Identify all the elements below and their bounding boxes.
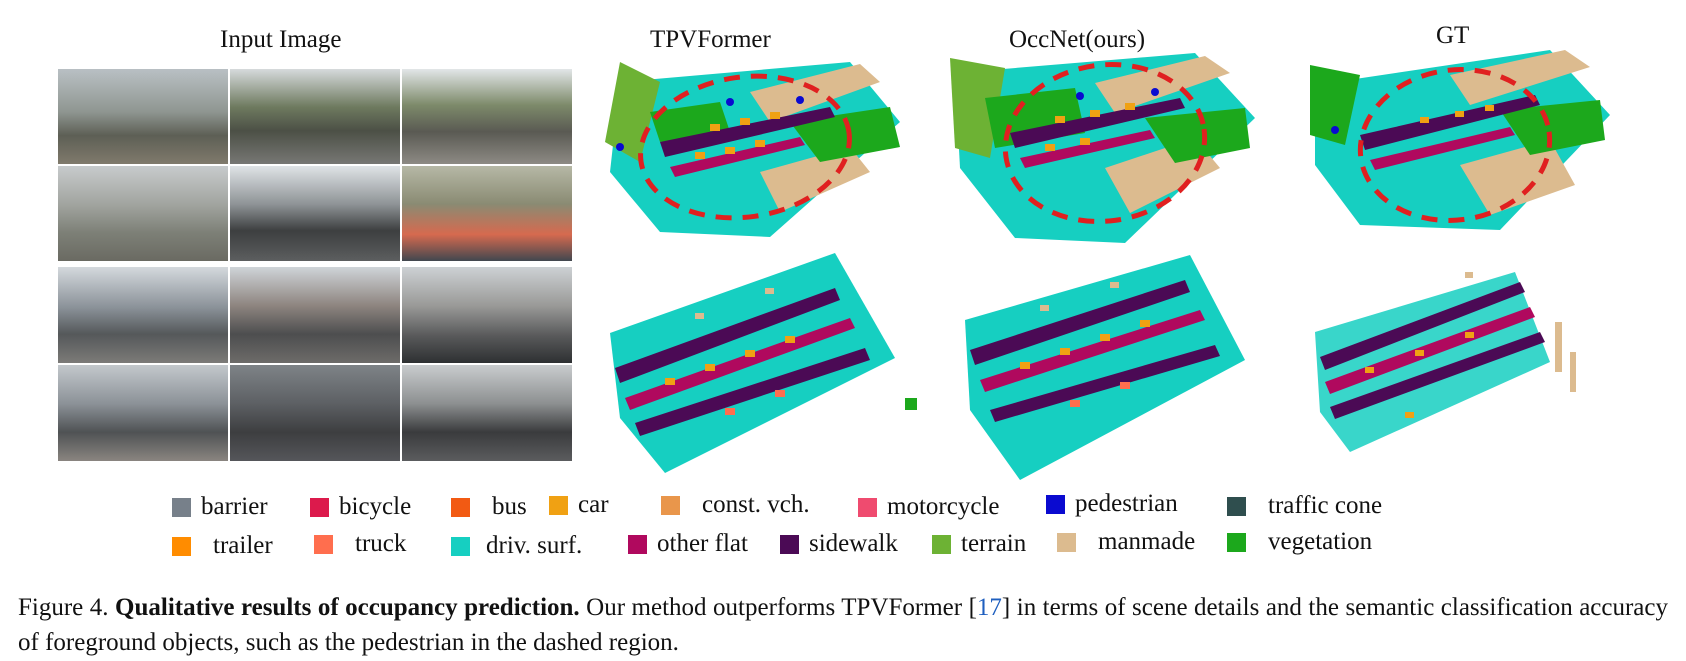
camera-image: [230, 267, 400, 363]
legend-label: vegetation: [1268, 528, 1373, 555]
legend-swatch: [628, 534, 647, 554]
legend-swatch: [932, 534, 951, 554]
gt-title: GT: [1436, 22, 1470, 49]
camera-image: [230, 166, 400, 261]
legend-item: trailer: [172, 532, 273, 560]
tpvformer-title: TPVFormer: [650, 26, 771, 53]
legend-item: traffic cone: [1227, 492, 1382, 520]
legend-swatch: [310, 497, 329, 517]
legend-swatch: [1057, 532, 1076, 552]
legend-label: bus: [492, 493, 527, 520]
legend-swatch: [661, 495, 680, 515]
legend-label: const. vch.: [702, 491, 810, 518]
legend-label: sidewalk: [809, 530, 898, 557]
legend-label: manmade: [1098, 528, 1196, 555]
legend-swatch: [858, 497, 877, 517]
legend-label: motorcycle: [887, 493, 1000, 520]
occnet-title: OccNet(ours): [1009, 26, 1146, 53]
camera-image: [58, 69, 228, 164]
occnet-occupancy-scene-2: [960, 250, 1250, 482]
legend-label: pedestrian: [1075, 490, 1178, 517]
legend-label: terrain: [961, 530, 1027, 557]
legend-swatch: [314, 534, 333, 554]
legend-label: truck: [355, 530, 407, 557]
citation-link[interactable]: 17: [976, 594, 1002, 621]
gt-occupancy-scene-1: [1300, 45, 1630, 245]
legend-swatch: [780, 534, 799, 554]
caption-text: Our method outperforms TPVFormer [: [586, 594, 977, 621]
camera-image: [402, 267, 572, 363]
camera-image: [402, 166, 572, 261]
legend-item: motorcycle: [858, 493, 999, 521]
camera-image: [402, 365, 572, 461]
legend-swatch: [1046, 494, 1065, 514]
tpvformer-occupancy-scene-2: [605, 248, 935, 478]
legend-item: barrier: [172, 493, 268, 521]
camera-image: [230, 69, 400, 164]
legend-swatch: [451, 536, 470, 556]
legend-label: other flat: [657, 530, 748, 557]
legend-item: truck: [314, 530, 406, 558]
legend-item: vegetation: [1227, 528, 1372, 556]
camera-image: [58, 166, 228, 261]
legend-item: bus: [451, 493, 527, 521]
caption-text: ] in terms of scene details and the sema…: [18, 594, 1668, 656]
occnet-occupancy-scene-1: [945, 48, 1275, 248]
legend-swatch: [172, 536, 191, 556]
legend-item: pedestrian: [1046, 490, 1178, 518]
camera-grid-top: [58, 69, 572, 261]
legend-item: manmade: [1057, 528, 1195, 556]
caption-prefix: Figure 4.: [18, 594, 109, 621]
legend-label: trailer: [213, 532, 273, 559]
legend-item: sidewalk: [780, 530, 898, 558]
legend-item: driv. surf.: [451, 532, 582, 560]
legend-swatch: [549, 495, 568, 515]
legend-label: traffic cone: [1268, 492, 1383, 519]
camera-image: [58, 267, 228, 363]
figure-caption: Figure 4. Qualitative results of occupan…: [18, 590, 1668, 660]
camera-grid-bottom: [58, 267, 572, 461]
caption-title: Qualitative results of occupancy predict…: [115, 594, 580, 621]
legend-item: terrain: [932, 530, 1026, 558]
legend-label: car: [578, 491, 609, 518]
legend-swatch: [451, 497, 470, 517]
camera-image: [58, 365, 228, 461]
camera-image: [230, 365, 400, 461]
legend-label: bicycle: [339, 493, 412, 520]
legend-label: driv. surf.: [486, 532, 583, 559]
input-image-title: Input Image: [220, 26, 342, 53]
legend-item: car: [549, 491, 609, 519]
legend-item: const. vch.: [661, 491, 810, 519]
gt-occupancy-scene-2: [1305, 262, 1605, 482]
legend-item: bicycle: [310, 493, 411, 521]
legend-swatch: [172, 497, 191, 517]
legend-swatch: [1227, 496, 1246, 516]
tpvformer-occupancy-scene-1: [600, 52, 920, 242]
legend-label: barrier: [201, 493, 268, 520]
legend-swatch: [1227, 532, 1246, 552]
camera-image: [402, 69, 572, 164]
legend-item: other flat: [628, 530, 748, 558]
